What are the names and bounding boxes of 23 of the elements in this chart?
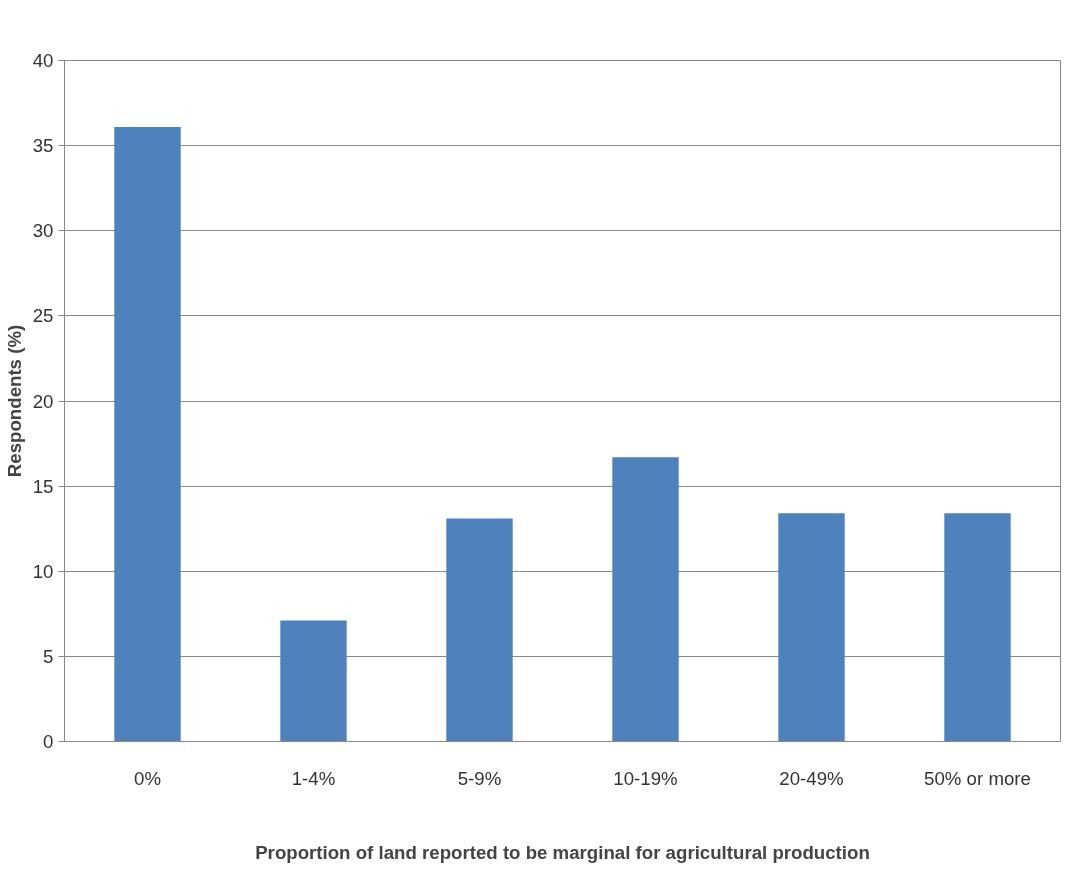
x-tick-label: 20-49% bbox=[779, 767, 844, 789]
y-axis-title: Respondents (%) bbox=[3, 324, 25, 478]
y-tick-label: 35 bbox=[32, 135, 54, 157]
x-tick-label: 0% bbox=[134, 767, 161, 789]
y-tick-label: 25 bbox=[32, 305, 54, 327]
x-tick-label: 50% or more bbox=[924, 767, 1031, 789]
y-tick-label: 0 bbox=[43, 731, 54, 752]
x-tick-label: 5-9% bbox=[457, 767, 502, 789]
x-axis-title: Proportion of land reported to be marginal for agricultural production bbox=[255, 841, 870, 863]
y-tick-label: 15 bbox=[32, 475, 54, 497]
bar bbox=[280, 620, 347, 742]
y-tick-label: 30 bbox=[32, 220, 54, 242]
y-tick-label: 40 bbox=[32, 50, 54, 71]
y-tick-label: 20 bbox=[32, 390, 54, 412]
bar bbox=[778, 513, 845, 742]
bar bbox=[446, 518, 513, 742]
y-tick-label: 10 bbox=[32, 560, 54, 582]
x-tick-label: 10-19% bbox=[613, 767, 678, 789]
bar bbox=[944, 513, 1011, 742]
x-tick-label: 1-4% bbox=[291, 767, 336, 789]
bar bbox=[114, 126, 181, 742]
bar bbox=[612, 457, 679, 742]
y-tick-label: 5 bbox=[43, 645, 54, 667]
